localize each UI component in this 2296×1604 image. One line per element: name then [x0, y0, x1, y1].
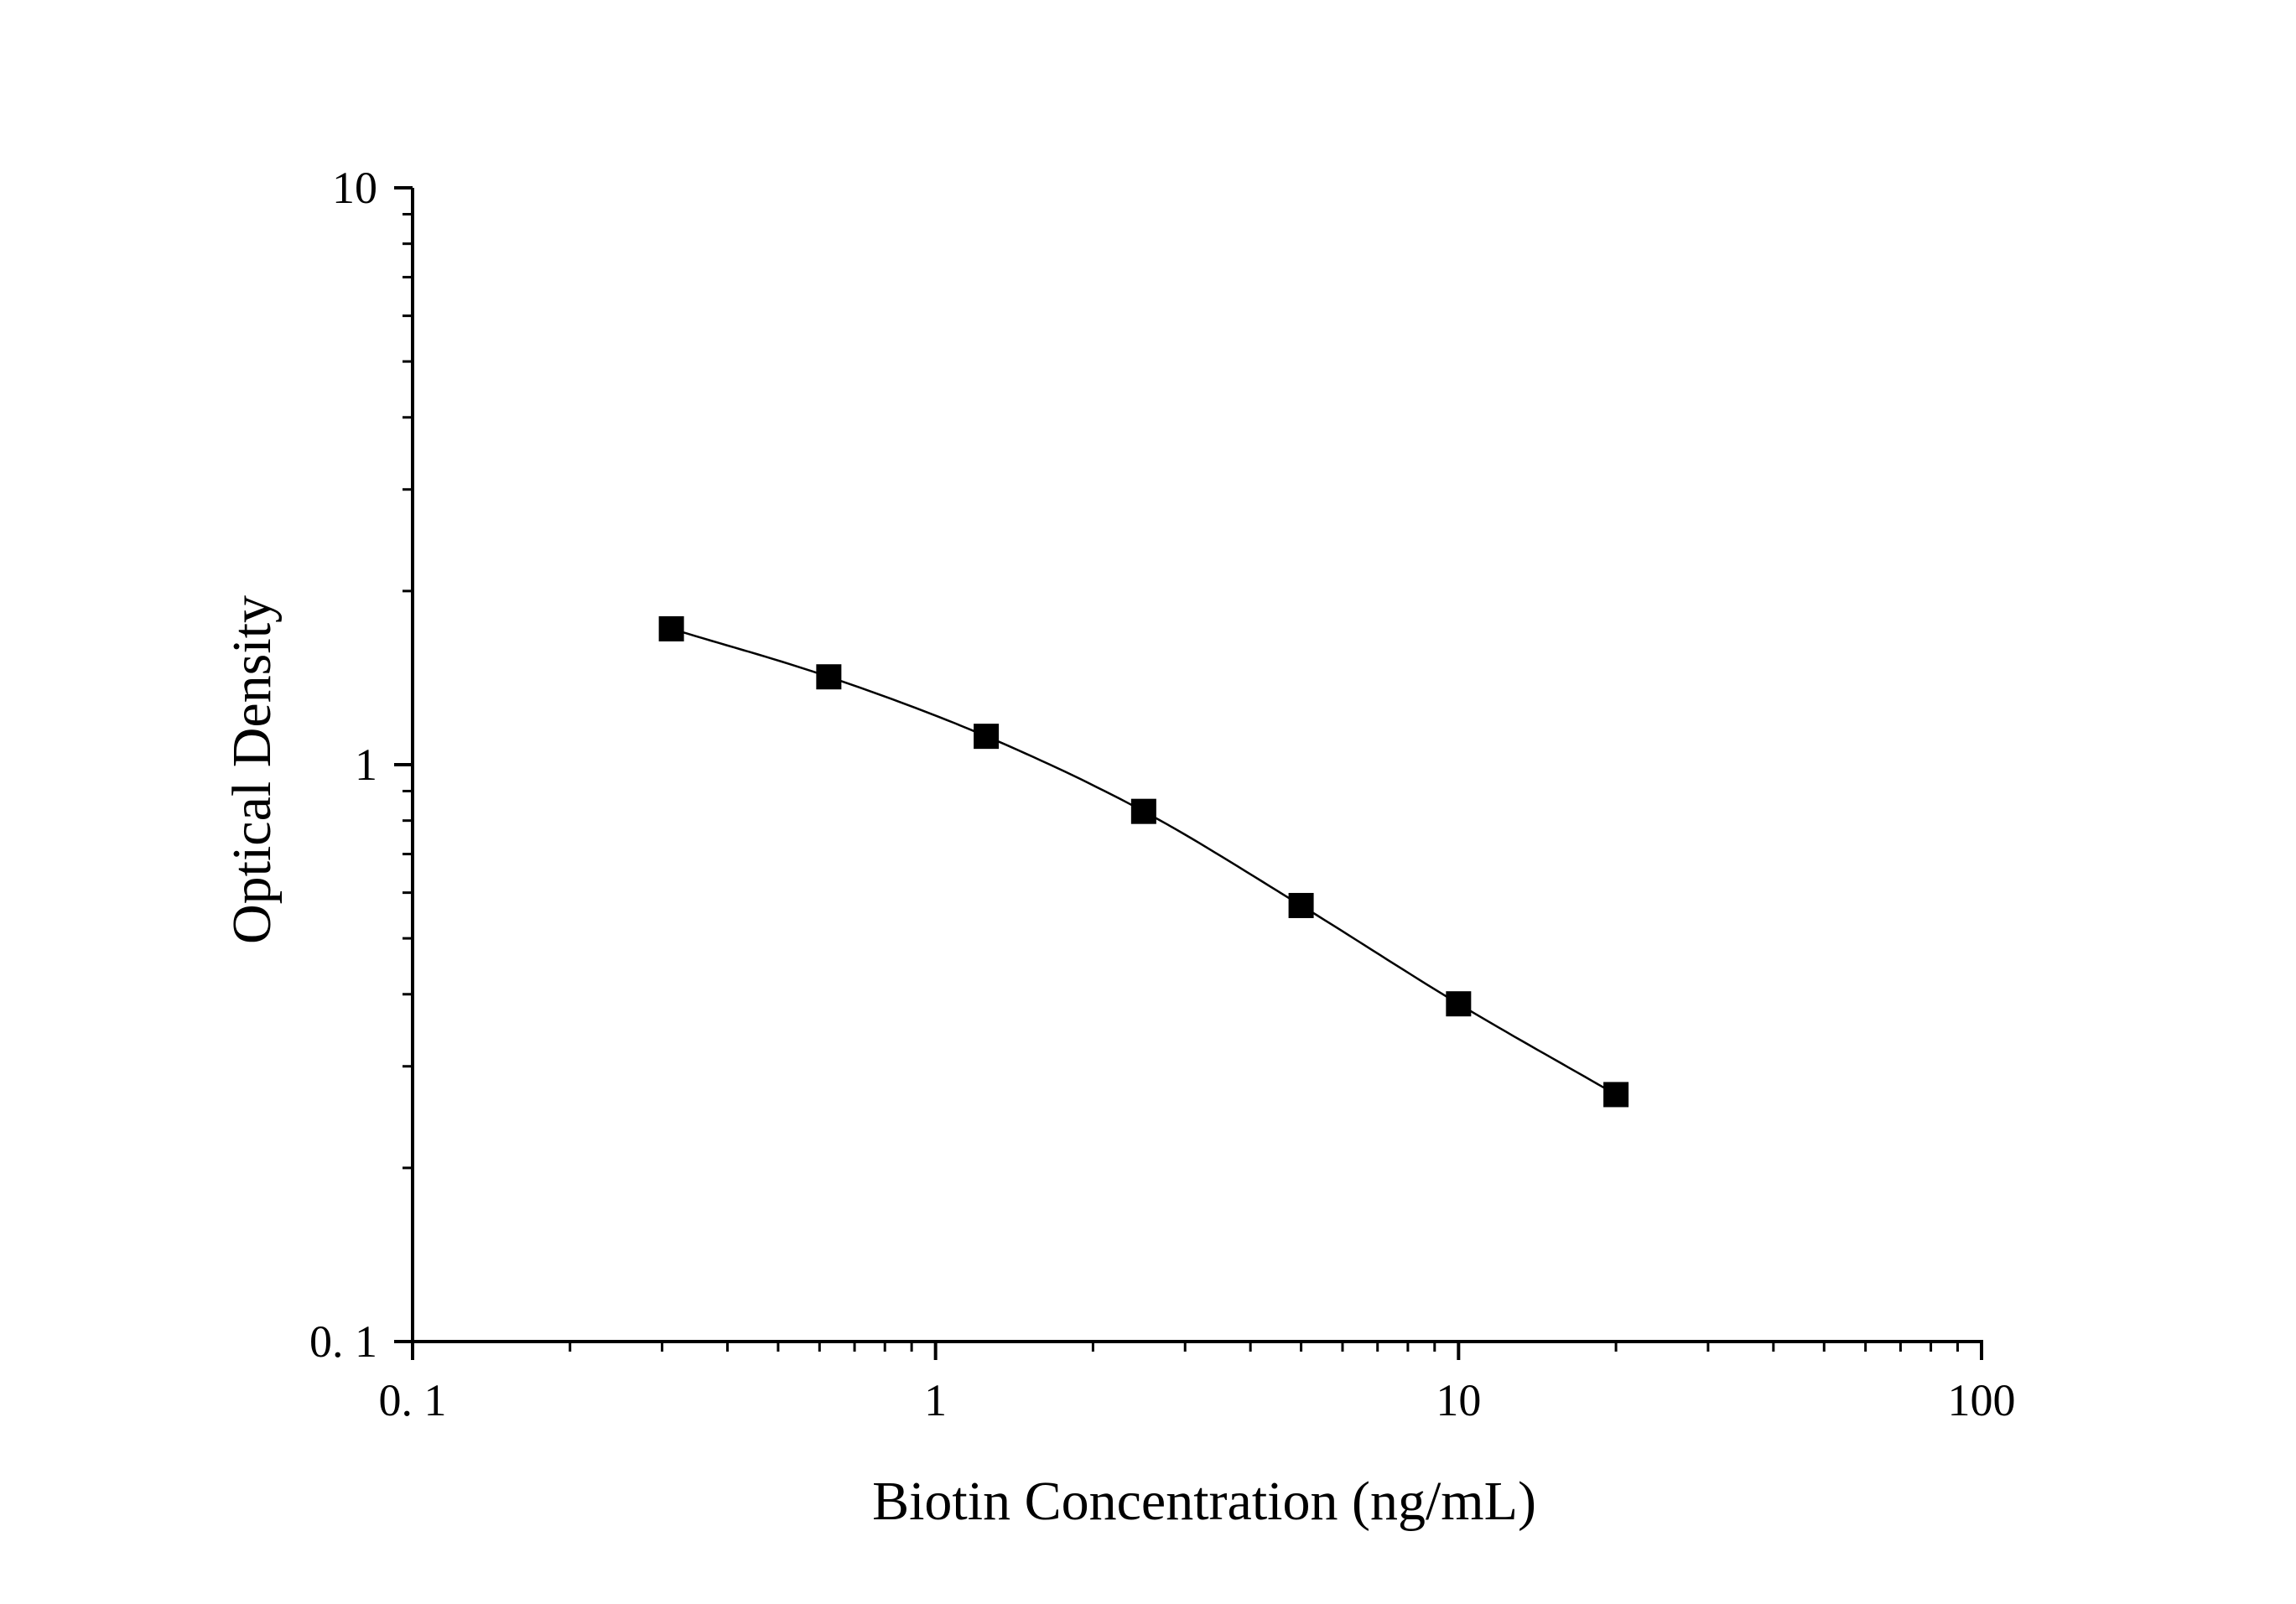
data-point	[1130, 798, 1156, 824]
data-point	[974, 724, 1000, 750]
x-axis-label: Biotin Concentration (ng/mL)	[872, 1471, 1536, 1532]
data-point	[1446, 991, 1472, 1017]
y-tick-label: 10	[332, 163, 377, 213]
data-points	[658, 615, 1629, 1108]
data-point	[1603, 1082, 1629, 1108]
y-axis-label: Optical Density	[221, 595, 283, 944]
y-tick-labels: 0. 1 1 10	[309, 163, 377, 1367]
x-tick-label: 100	[1948, 1375, 2016, 1425]
x-tick-label: 1	[924, 1375, 947, 1425]
y-tick-label: 0. 1	[309, 1316, 377, 1367]
data-point	[816, 664, 842, 690]
x-tick-label: 0. 1	[379, 1375, 447, 1425]
y-tick-label: 1	[355, 740, 377, 790]
data-point	[1288, 892, 1314, 918]
x-tick-labels: 0. 1 1 10 100	[379, 1375, 2016, 1425]
x-tick-label: 10	[1436, 1375, 1481, 1425]
data-point	[658, 615, 684, 641]
axes	[394, 186, 1983, 1360]
